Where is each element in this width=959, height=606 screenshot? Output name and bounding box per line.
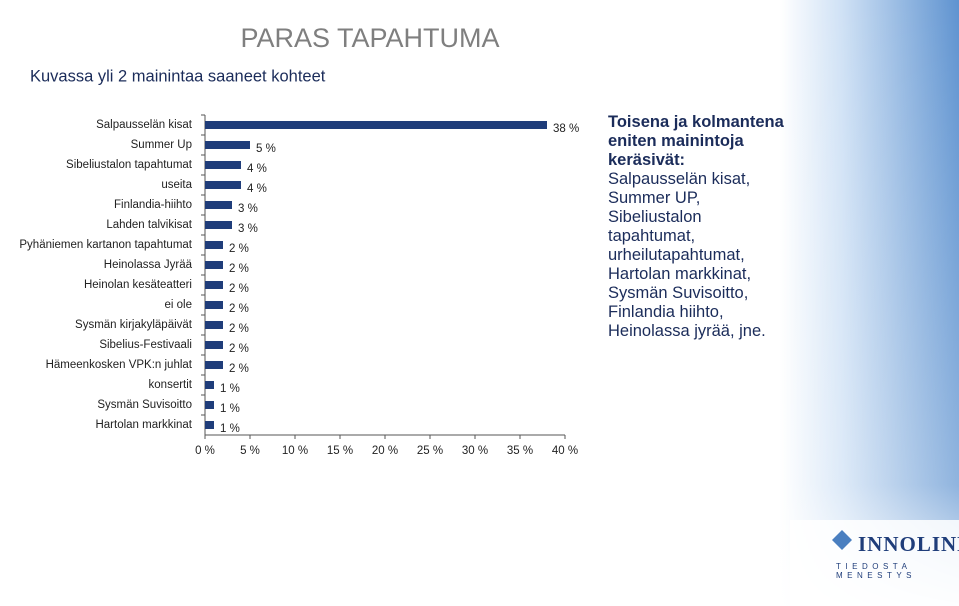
bar [205,181,241,189]
logo-icon [832,530,852,550]
data-label: 2 % [229,323,249,335]
data-label: 2 % [229,363,249,375]
data-label: 2 % [229,343,249,355]
y-tick-label: Salpausselän kisat [96,119,193,131]
y-tick-label: Sibelius-Festivaali [99,339,192,351]
x-tick-label: 40 % [552,445,578,457]
side-note: Toisena ja kolmantena eniten mainintoja … [608,113,786,341]
data-label: 4 % [247,163,267,175]
data-label: 1 % [220,423,240,435]
data-label: 3 % [238,223,258,235]
x-tick-label: 10 % [282,445,308,457]
bar [205,381,214,389]
x-tick-label: 0 % [195,445,215,457]
y-tick-label: Hämeenkosken VPK:n juhlat [46,359,193,371]
chart-subtitle: Kuvassa yli 2 mainintaa saaneet kohteet [30,67,326,85]
logo-tagline: TIEDOSTA MENESTYS [836,562,917,580]
y-tick-label: Lahden talvikisat [106,219,192,231]
bar [205,321,223,329]
y-tick-label: konsertit [149,379,193,391]
bar [205,161,241,169]
y-tick-label: Heinolassa Jyrää [104,259,193,271]
x-tick-label: 15 % [327,445,353,457]
bar [205,361,223,369]
data-label: 3 % [238,203,258,215]
bar [205,401,214,409]
bar [205,141,250,149]
data-label: 1 % [220,403,240,415]
bar [205,301,223,309]
data-label: 4 % [247,183,267,195]
chart-title: PARAS TAPAHTUMA [240,23,499,53]
data-label: 38 % [553,123,579,135]
y-tick-label: Hartolan markkinat [95,419,192,431]
x-tick-label: 25 % [417,445,443,457]
bar [205,201,232,209]
data-label: 2 % [229,303,249,315]
bar [205,421,214,429]
data-label: 2 % [229,283,249,295]
x-tick-label: 30 % [462,445,488,457]
bar [205,341,223,349]
bar [205,121,547,129]
logo-name: INNOLINK [858,532,959,556]
bar [205,241,223,249]
y-tick-label: Sysmän kirjakyläpäivät [75,319,193,331]
x-tick-label: 35 % [507,445,533,457]
x-tick-label: 5 % [240,445,260,457]
logo-panel [790,520,959,606]
side-note-body: Salpausselän kisat, Summer UP, Sibeliust… [608,170,766,340]
bar [205,261,223,269]
data-label: 2 % [229,243,249,255]
y-tick-label: Sysmän Suvisoitto [97,399,192,411]
y-tick-label: Sibeliustalon tapahtumat [66,159,193,171]
y-tick-label: Heinolan kesäteatteri [84,279,192,291]
data-label: 2 % [229,263,249,275]
x-tick-label: 20 % [372,445,398,457]
y-tick-label: ei ole [165,299,193,311]
y-tick-label: Summer Up [131,139,192,151]
bar [205,221,232,229]
y-tick-label: Pyhäniemen kartanon tapahtumat [19,239,192,251]
bar [205,281,223,289]
background-fade [780,0,959,606]
y-tick-label: Finlandia-hiihto [114,199,192,211]
y-tick-label: useita [161,179,192,191]
data-label: 1 % [220,383,240,395]
data-label: 5 % [256,143,276,155]
side-note-heading: Toisena ja kolmantena eniten mainintoja … [608,113,784,169]
